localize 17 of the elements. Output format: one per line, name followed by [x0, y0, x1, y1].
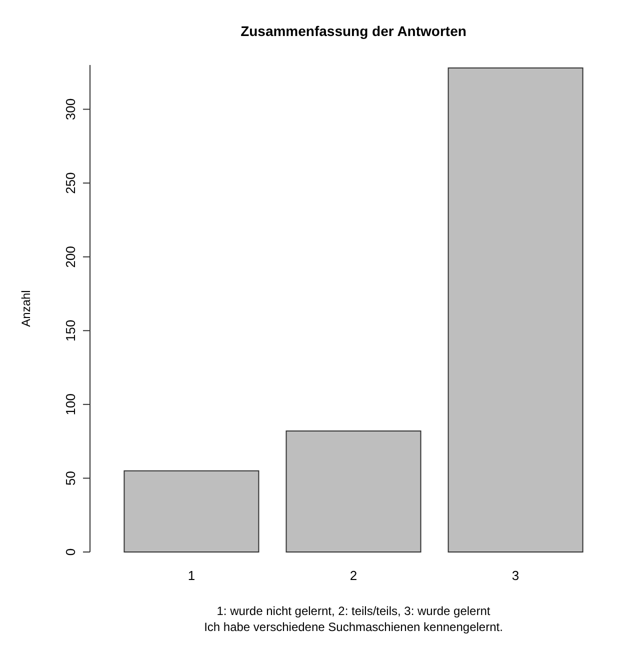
y-tick-label: 100 — [63, 394, 78, 416]
x-tick-label: 3 — [512, 568, 520, 583]
bar — [448, 67, 584, 552]
y-tick-label: 300 — [63, 98, 78, 120]
bar — [124, 470, 260, 552]
y-tick-label: 50 — [63, 470, 78, 486]
y-tick-label: 150 — [63, 320, 78, 342]
y-tick-label: 250 — [63, 172, 78, 194]
y-tick-label: 0 — [63, 548, 78, 556]
x-tick-label: 2 — [350, 568, 358, 583]
text: Ich habe verschiedene Suchmaschienen kennengelernt. — [204, 620, 503, 634]
text: 1: wurde nicht gelernt, 2: teils/teils, 3: wurde gelernt — [216, 604, 491, 618]
chart-title: Zusammenfassung der Antworten — [240, 23, 466, 39]
bar — [286, 430, 422, 552]
y-tick-label: 200 — [63, 246, 78, 268]
y-axis-title: Anzahl — [19, 290, 33, 327]
x-tick-label: 1 — [188, 568, 196, 583]
